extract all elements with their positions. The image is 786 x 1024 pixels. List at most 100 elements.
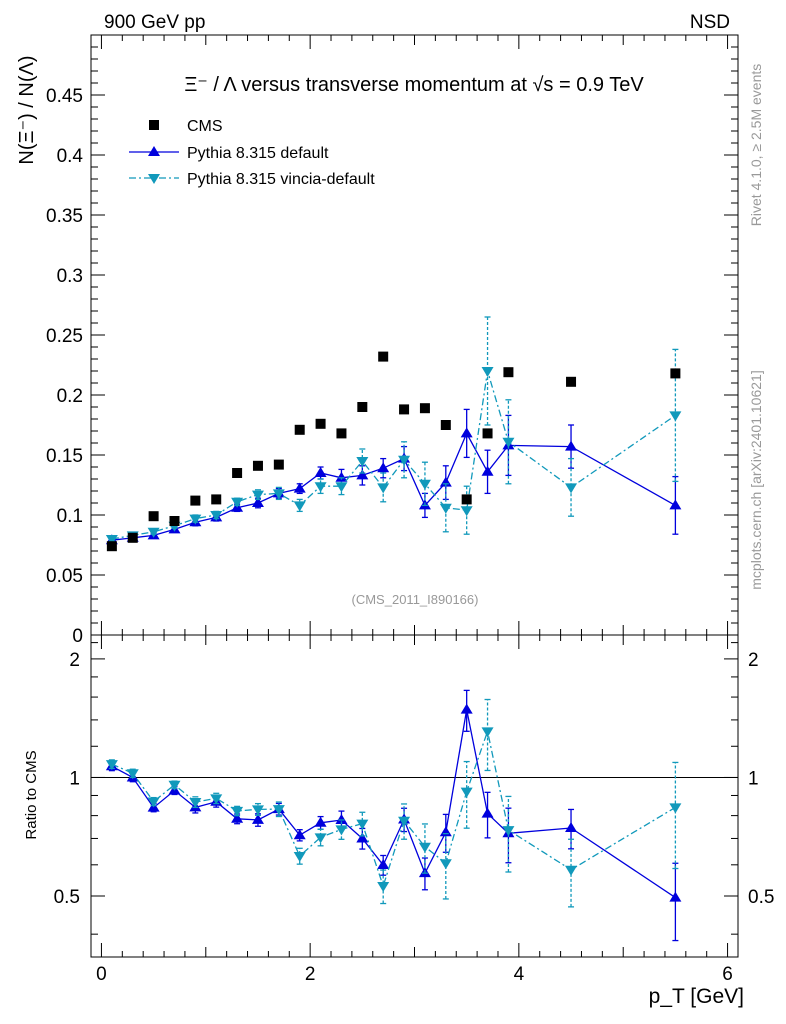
ratio-point <box>502 826 515 837</box>
data-point <box>231 497 244 508</box>
data-point <box>461 494 472 505</box>
data-point <box>189 514 202 525</box>
data-point <box>335 471 348 482</box>
data-point <box>251 497 264 507</box>
data-point <box>127 532 138 543</box>
data-point <box>211 494 222 505</box>
data-point <box>273 459 284 470</box>
ratio-point <box>669 803 682 814</box>
data-point <box>669 499 682 510</box>
x-tick-label: 4 <box>514 964 525 985</box>
data-point <box>460 427 473 438</box>
y-tick-label: 0.25 <box>46 326 83 347</box>
ratio-tick-label-left: 1 <box>69 768 80 789</box>
ratio-point <box>272 805 285 816</box>
data-point <box>377 483 390 494</box>
data-point <box>398 455 411 466</box>
legend-label: Pythia 8.315 vincia-default <box>187 171 375 188</box>
data-point <box>232 468 243 478</box>
ratio-plot-frame <box>90 634 739 958</box>
x-axis-label: p_T [GeV] <box>649 985 744 1008</box>
data-point <box>670 368 681 379</box>
x-tick-label: 2 <box>305 964 316 985</box>
data-point <box>399 404 410 415</box>
data-point <box>356 469 369 480</box>
ratio-point <box>335 825 348 836</box>
data-point <box>460 506 473 517</box>
data-point <box>357 402 368 412</box>
y-tick-label: 0.45 <box>46 86 83 107</box>
ratio-point <box>356 819 369 830</box>
ratio-point <box>481 807 494 818</box>
ratio-point <box>293 852 306 863</box>
legend-marker <box>148 174 160 184</box>
header-left-label: 900 GeV pp <box>104 12 205 33</box>
data-point <box>565 483 578 494</box>
series-pythia-default <box>105 408 682 942</box>
ratio-point <box>481 727 494 738</box>
ratio-tick-label-right: 2 <box>748 650 759 671</box>
data-point <box>315 418 326 429</box>
data-point <box>252 460 263 471</box>
y-tick-label: 0.05 <box>46 566 83 587</box>
data-point <box>502 437 515 448</box>
series-cms <box>106 351 681 552</box>
y-tick-label: 0 <box>72 626 83 647</box>
data-point <box>335 482 348 493</box>
ratio-point <box>398 816 411 827</box>
data-point <box>481 465 494 476</box>
ratio-point <box>251 805 264 816</box>
ratio-tick-label-left: 0.5 <box>54 887 80 908</box>
ratio-point <box>105 760 118 771</box>
ratio-point <box>147 797 160 808</box>
analysis-id-label: (CMS_2011_I890166) <box>352 592 479 607</box>
data-point <box>503 367 514 378</box>
y-tick-label: 0.3 <box>57 266 83 287</box>
data-point <box>356 457 369 467</box>
ratio-y-axis-label: Ratio to CMS <box>23 750 40 839</box>
header-right-label: NSD <box>690 12 730 33</box>
data-point <box>148 511 159 522</box>
data-point <box>439 503 452 514</box>
ratio-point <box>565 822 578 833</box>
data-point <box>378 351 389 362</box>
ratio-point <box>314 816 327 827</box>
ratio-point <box>314 833 327 844</box>
data-point <box>440 420 451 430</box>
data-point <box>210 511 223 521</box>
ratio-point <box>669 891 682 902</box>
data-point <box>272 489 285 500</box>
data-point <box>105 535 118 545</box>
data-point <box>481 367 494 377</box>
ratio-point <box>251 813 264 824</box>
y-tick-label: 0.4 <box>57 146 84 167</box>
ratio-point <box>189 798 202 809</box>
y-axis-label: N(Ξ⁻) / N(Λ) <box>16 55 38 164</box>
data-point <box>169 516 180 526</box>
ratio-point <box>168 780 181 791</box>
data-point <box>482 428 493 439</box>
chart-title: Ξ⁻ / Λ versus transverse momentum at √s … <box>184 74 644 96</box>
ratio-tick-label-right: 1 <box>748 768 759 789</box>
x-tick-label: 0 <box>96 964 107 985</box>
data-point <box>566 376 577 387</box>
data-point <box>293 501 306 512</box>
ratio-point <box>439 826 452 837</box>
data-point <box>106 541 117 552</box>
data-series <box>105 316 682 942</box>
data-point <box>314 467 327 477</box>
data-point <box>251 490 264 501</box>
ratio-tick-label-right: 0.5 <box>748 887 774 908</box>
ratio-point <box>460 703 473 714</box>
rivet-version-label: Rivet 4.1.0, ≥ 2.5M events <box>748 64 764 227</box>
data-point <box>336 428 347 439</box>
legend-label: CMS <box>187 118 223 135</box>
ratio-point <box>335 813 348 824</box>
y-tick-label: 0.1 <box>57 506 83 527</box>
ratio-point <box>231 806 244 817</box>
legend: CMS Pythia 8.315 default Pythia 8.315 vinc… <box>129 118 375 188</box>
y-tick-label: 0.2 <box>57 386 83 407</box>
ratio-point <box>565 865 578 876</box>
legend-marker <box>148 146 160 156</box>
legend-marker <box>149 120 159 130</box>
